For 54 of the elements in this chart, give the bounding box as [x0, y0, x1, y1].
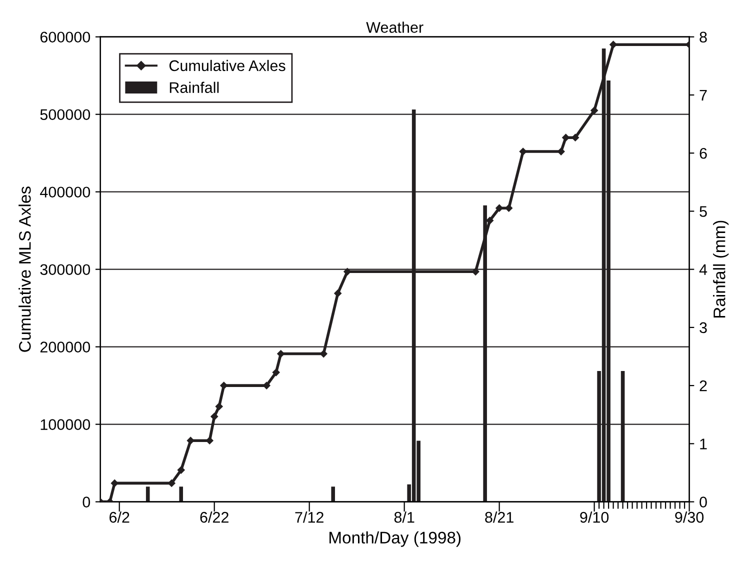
- x-tick-label: 6/22: [200, 512, 228, 523]
- y2-tick-label: 2: [700, 380, 707, 392]
- y2-tick-label: 6: [700, 148, 707, 159]
- y-tick-label: 200000: [40, 342, 90, 352]
- point: [220, 382, 228, 390]
- point: [110, 480, 118, 487]
- bar: [331, 486, 335, 502]
- point: [262, 382, 270, 390]
- y2-tick-label: 0: [700, 496, 707, 508]
- x-axis-title: Month/Day (1998): [330, 531, 460, 547]
- y-tick-label: 400000: [40, 186, 90, 198]
- y-tick-label: 300000: [40, 264, 90, 276]
- y2-tick-label: 3: [700, 322, 707, 334]
- bar: [146, 486, 150, 502]
- point: [610, 40, 617, 48]
- y2-tick-label: 7: [700, 90, 707, 101]
- point: [496, 204, 503, 212]
- y2-axis-title: Rainfall (mm): [713, 220, 729, 318]
- y2-tick-label: 1: [700, 438, 707, 450]
- point: [486, 216, 494, 224]
- point: [344, 268, 351, 276]
- x-tick-label: 9/30: [675, 512, 704, 523]
- legend-label: Cumulative Axles: [169, 60, 286, 72]
- point: [334, 290, 342, 297]
- point: [272, 368, 280, 376]
- y2-tick-label: 5: [700, 206, 707, 217]
- x-tick-label: 8/21: [485, 512, 514, 523]
- point: [562, 134, 570, 142]
- x-tick-label: 9/10: [580, 512, 609, 523]
- point: [186, 436, 194, 444]
- y2-tick-label: 8: [700, 32, 707, 43]
- point: [519, 148, 527, 156]
- point: [210, 412, 218, 420]
- y-axis-title: Cumulative MLS Axles: [18, 186, 31, 352]
- bar: [179, 486, 184, 502]
- x-tick-label: 8/1: [394, 512, 414, 523]
- point: [505, 204, 512, 212]
- y-tick-label: 0: [82, 496, 90, 508]
- point: [557, 148, 565, 156]
- y-tick-label: 100000: [40, 419, 90, 430]
- point: [215, 402, 223, 410]
- point: [572, 134, 579, 142]
- y2-tick-label: 4: [699, 264, 708, 275]
- point: [590, 106, 598, 114]
- point: [177, 466, 185, 474]
- y-tick-label: 600000: [40, 32, 90, 43]
- point: [472, 268, 480, 276]
- x-tick-label: 7/12: [295, 512, 324, 523]
- x-tick-label: 6/2: [110, 512, 130, 523]
- chart-title: Weather: [366, 22, 424, 33]
- point: [206, 436, 214, 444]
- legend-label: Rainfall: [170, 82, 219, 94]
- y-tick-label: 500000: [40, 109, 90, 120]
- point: [277, 350, 284, 358]
